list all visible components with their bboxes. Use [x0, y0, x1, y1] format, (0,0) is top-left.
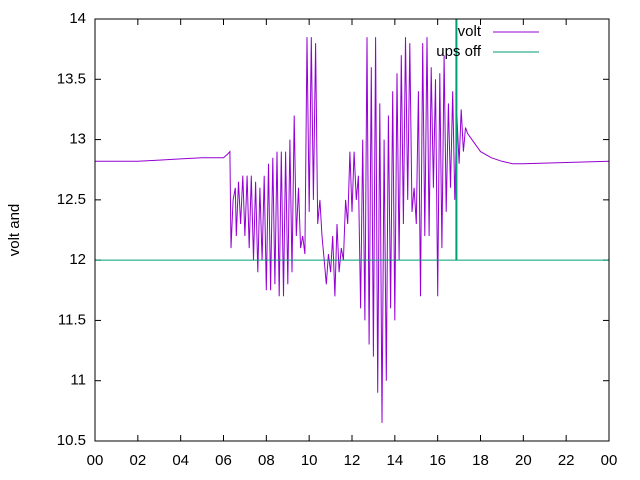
x-tick-label: 14	[386, 452, 403, 469]
x-tick-label: 18	[472, 452, 489, 469]
x-tick-label: 10	[301, 452, 318, 469]
x-tick-label: 20	[515, 452, 532, 469]
y-tick-label: 12.5	[57, 191, 86, 208]
y-tick-label: 12	[69, 251, 86, 268]
x-tick-label: 12	[344, 452, 361, 469]
y-tick-label: 14	[69, 10, 86, 27]
x-tick-label: 00	[87, 452, 104, 469]
y-tick-label: 13	[69, 131, 86, 148]
legend-label: volt	[458, 23, 482, 40]
x-tick-label: 16	[429, 452, 446, 469]
x-tick-label: 02	[129, 452, 146, 469]
series-line	[95, 19, 609, 261]
y-tick-label: 13.5	[57, 70, 86, 87]
y-tick-label: 11	[70, 372, 86, 389]
x-tick-label: 00	[601, 452, 618, 469]
y-axis-label: volt and	[6, 204, 23, 257]
legend-label: ups off	[436, 43, 482, 60]
y-tick-label: 10.5	[57, 432, 86, 449]
x-tick-label: 04	[172, 452, 189, 469]
x-tick-label: 22	[558, 452, 575, 469]
y-tick-label: 11.5	[58, 311, 86, 328]
x-tick-label: 06	[215, 452, 232, 469]
series-line	[95, 37, 609, 423]
plot-border	[94, 18, 610, 442]
x-tick-label: 08	[258, 452, 275, 469]
